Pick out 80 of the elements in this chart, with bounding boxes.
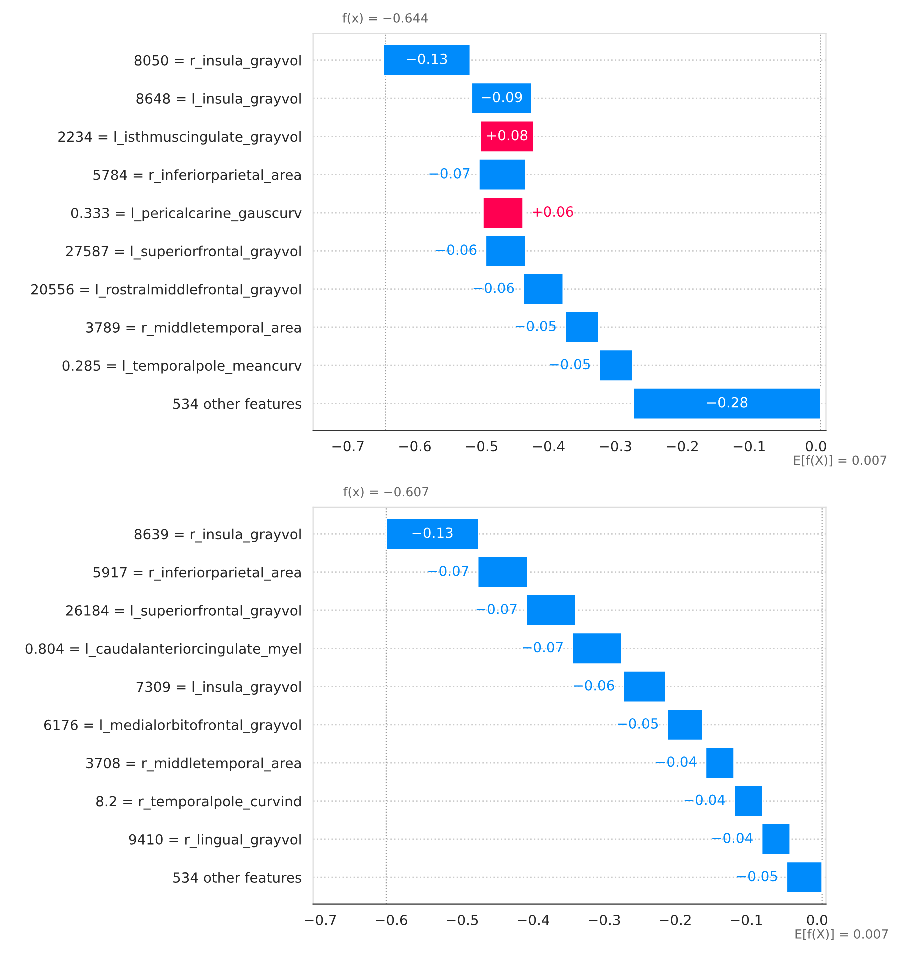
data-label: −0.06: [436, 244, 477, 256]
bar: [632, 387, 822, 420]
y-tick-label: 8639 = r_insula_grayvol: [134, 528, 301, 543]
data-label: −0.06: [474, 282, 514, 294]
y-tick-label: 27587 = l_superiorfrontal_grayvol: [66, 246, 301, 260]
x-tick-label: −0.3: [600, 441, 632, 452]
ref-line-label: f(x) = −0.607: [344, 487, 429, 498]
y-tick-label: 2234 = l_isthmuscingulate_grayvol: [58, 131, 301, 146]
y-tick-label: 7309 = l_insula_grayvol: [136, 682, 301, 696]
x-tick-label: −0.5: [466, 441, 498, 452]
bar: [477, 556, 528, 589]
y-tick-label: 0.285 = l_temporalpole_meancurv: [62, 360, 302, 374]
ref-line-label: E[f(X)] = 0.007: [796, 929, 888, 940]
x-tick-label: −0.2: [667, 441, 698, 452]
data-label: −0.07: [523, 642, 563, 653]
data-label: −0.09: [482, 92, 522, 103]
y-tick-label: 26184 = l_superiorfrontal_grayvol: [66, 605, 301, 620]
bar: [482, 196, 524, 230]
data-label: −0.13: [407, 54, 448, 64]
data-label: +0.08: [487, 130, 528, 141]
x-tick-label: 0.0: [807, 914, 828, 926]
x-tick-label: −0.1: [734, 441, 765, 452]
bar: [471, 82, 533, 115]
bar: [786, 861, 824, 894]
x-tick-label: −0.2: [660, 914, 691, 926]
y-tick-label: 5784 = r_inferiorparietal_area: [94, 170, 301, 184]
data-label: −0.07: [476, 604, 517, 615]
bar: [564, 311, 600, 344]
bar: [382, 44, 472, 77]
y-tick-label: 3789 = r_middletemporal_area: [86, 322, 301, 336]
x-tick-label: −0.4: [533, 441, 565, 452]
x-tick-label: −0.5: [447, 914, 478, 926]
y-tick-label: 534 other features: [174, 398, 302, 410]
data-label: −0.13: [412, 528, 453, 538]
data-label: −0.28: [707, 397, 748, 408]
bar: [485, 234, 527, 268]
bar: [734, 784, 764, 818]
y-tick-label: 0.804 = l_caudalanteriorcingulate_myel: [26, 643, 301, 658]
x-tick-label: −0.7: [305, 914, 336, 926]
bar: [622, 670, 667, 704]
bar: [386, 518, 480, 551]
data-label: −0.04: [684, 794, 726, 806]
bar: [761, 823, 792, 856]
data-label: −0.07: [428, 566, 469, 576]
bar: [572, 632, 623, 665]
x-tick-label: −0.6: [400, 441, 431, 452]
x-tick-label: −0.3: [589, 914, 620, 926]
data-label: −0.06: [574, 680, 614, 691]
data-label: −0.05: [618, 718, 658, 729]
y-tick-label: 9410 = r_lingual_grayvol: [129, 834, 301, 848]
y-tick-label: 8.2 = r_temporalpole_curvind: [96, 796, 301, 810]
y-tick-label: 8648 = l_insula_grayvol: [136, 93, 301, 108]
ref-line-label: E[f(X)] = 0.007: [794, 455, 887, 467]
bar: [480, 120, 535, 154]
y-tick-label: 6176 = l_medialorbitofrontal_grayvol: [44, 720, 301, 734]
bar: [705, 746, 736, 780]
y-tick-label: 8050 = r_insula_grayvol: [134, 55, 301, 69]
data-label: −0.04: [712, 832, 753, 844]
data-label: −0.04: [656, 756, 697, 768]
data-label: −0.07: [430, 168, 470, 179]
ref-line-label: f(x) = −0.644: [342, 13, 428, 24]
x-tick-label: −0.1: [730, 914, 762, 926]
y-tick-label: 5917 = r_inferiorparietal_area: [94, 567, 301, 581]
bar: [526, 594, 577, 627]
data-label: −0.05: [737, 871, 778, 882]
data-label: −0.05: [550, 359, 590, 370]
data-label: +0.06: [533, 206, 574, 218]
bar: [598, 349, 634, 382]
bar: [522, 272, 564, 306]
x-tick-label: −0.7: [332, 441, 364, 452]
bar: [478, 158, 527, 192]
x-tick-label: −0.6: [376, 914, 408, 926]
y-tick-label: 3708 = r_middletemporal_area: [86, 758, 301, 772]
bar: [666, 708, 704, 742]
y-tick-label: 20556 = l_rostralmiddlefrontal_grayvol: [32, 284, 301, 298]
y-tick-label: 0.333 = l_pericalcarine_gauscurv: [71, 208, 302, 222]
data-label: −0.05: [516, 320, 556, 332]
y-tick-label: 534 other features: [174, 872, 302, 884]
x-tick-label: 0.0: [806, 441, 826, 452]
x-tick-label: −0.4: [518, 914, 550, 926]
